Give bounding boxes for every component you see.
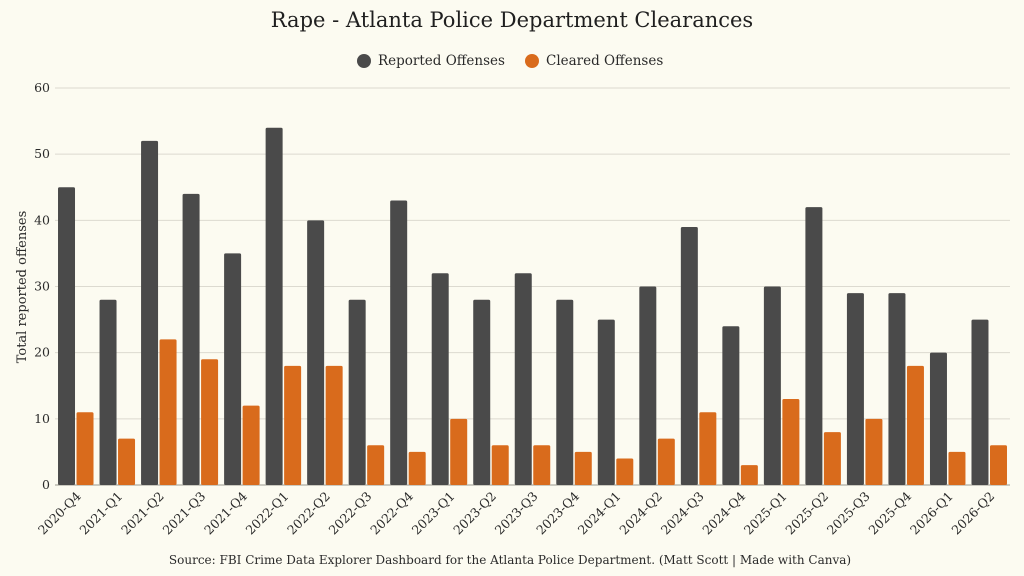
x-tick-label: 2021-Q3 — [159, 488, 208, 537]
y-tick-label: 30 — [34, 279, 50, 294]
x-tick-label: 2024-Q2 — [616, 489, 665, 538]
y-tick-label: 20 — [34, 345, 50, 360]
x-axis-ticks: 2020-Q42021-Q12021-Q22021-Q32021-Q42022-… — [35, 488, 997, 537]
x-tick-label: 2024-Q1 — [575, 489, 624, 538]
bar-cleared — [242, 405, 260, 485]
bar-reported — [556, 299, 574, 485]
y-tick-label: 40 — [34, 212, 50, 227]
bar-reported — [680, 226, 698, 485]
x-tick-label: 2023-Q2 — [450, 489, 499, 538]
bar-reported — [597, 319, 615, 485]
bar-reported — [971, 319, 989, 485]
chart-title: Rape - Atlanta Police Department Clearan… — [271, 8, 753, 32]
bar-reported — [348, 299, 366, 485]
bars — [58, 127, 1007, 486]
x-tick-label: 2026-Q1 — [907, 489, 956, 538]
legend-label-reported: Reported Offenses — [378, 53, 505, 69]
legend-swatch-reported — [357, 54, 371, 68]
y-tick-label: 10 — [34, 411, 50, 426]
bar-reported — [431, 273, 449, 485]
x-tick-label: 2024-Q3 — [658, 488, 707, 537]
y-tick-label: 60 — [34, 80, 50, 95]
bar-reported — [473, 299, 491, 485]
bar-cleared — [906, 365, 924, 485]
bar-reported — [639, 286, 657, 485]
bar-cleared — [118, 438, 136, 485]
y-axis-ticks: 0 10 20 30 40 50 60 — [34, 80, 50, 492]
legend-label-cleared: Cleared Offenses — [546, 53, 663, 69]
source-note: Source: FBI Crime Data Explorer Dashboar… — [169, 553, 851, 567]
bar-reported — [722, 326, 740, 485]
x-tick-label: 2021-Q1 — [76, 489, 125, 538]
x-tick-label: 2024-Q4 — [699, 488, 748, 537]
bar-reported — [929, 352, 947, 485]
bar-cleared — [325, 365, 343, 485]
bar-reported — [224, 253, 242, 485]
bar-cleared — [657, 438, 675, 485]
y-axis-label: Total reported offenses — [15, 211, 30, 364]
bar-cleared — [865, 418, 883, 485]
x-tick-label: 2025-Q1 — [741, 489, 790, 538]
bar-reported — [805, 207, 823, 485]
bar-cleared — [201, 359, 219, 485]
x-tick-label: 2023-Q3 — [492, 488, 541, 537]
bar-reported — [99, 299, 117, 485]
x-tick-label: 2021-Q4 — [201, 488, 250, 537]
bar-cleared — [823, 432, 841, 485]
bar-reported — [265, 127, 283, 485]
x-tick-label: 2026-Q2 — [948, 489, 997, 538]
bar-reported — [888, 293, 906, 485]
x-tick-label: 2025-Q4 — [865, 488, 914, 537]
x-tick-label: 2022-Q4 — [367, 488, 416, 537]
bar-cleared — [699, 412, 717, 485]
bar-cleared — [782, 398, 800, 485]
bar-cleared — [367, 445, 385, 485]
bar-reported — [514, 273, 532, 485]
bar-cleared — [408, 451, 426, 485]
bar-cleared — [284, 365, 302, 485]
bar-cleared — [740, 465, 758, 485]
bar-cleared — [76, 412, 94, 485]
legend-swatch-cleared — [525, 54, 539, 68]
x-tick-label: 2021-Q2 — [118, 489, 167, 538]
x-tick-label: 2023-Q4 — [533, 488, 582, 537]
bar-reported — [846, 293, 864, 485]
x-tick-label: 2025-Q2 — [782, 489, 831, 538]
bar-cleared — [491, 445, 509, 485]
bar-reported — [141, 140, 159, 485]
x-tick-label: 2020-Q4 — [35, 488, 84, 537]
bar-reported — [307, 220, 325, 486]
bar-cleared — [159, 339, 177, 485]
bar-reported — [182, 193, 200, 485]
bar-reported — [390, 200, 408, 485]
bar-cleared — [574, 451, 592, 485]
x-tick-label: 2023-Q1 — [409, 489, 458, 538]
bar-cleared — [989, 445, 1007, 485]
bar-reported — [58, 187, 76, 485]
chart-legend: Reported Offenses Cleared Offenses — [357, 53, 663, 69]
bar-cleared — [450, 418, 468, 485]
bar-reported — [763, 286, 781, 485]
bar-cleared — [533, 445, 551, 485]
y-tick-label: 0 — [42, 477, 50, 492]
x-tick-label: 2025-Q3 — [824, 488, 873, 537]
x-tick-label: 2022-Q3 — [326, 488, 375, 537]
x-tick-label: 2022-Q2 — [284, 489, 333, 538]
bar-cleared — [616, 458, 634, 485]
y-tick-label: 50 — [34, 146, 50, 161]
bar-cleared — [948, 451, 966, 485]
x-tick-label: 2022-Q1 — [243, 489, 292, 538]
